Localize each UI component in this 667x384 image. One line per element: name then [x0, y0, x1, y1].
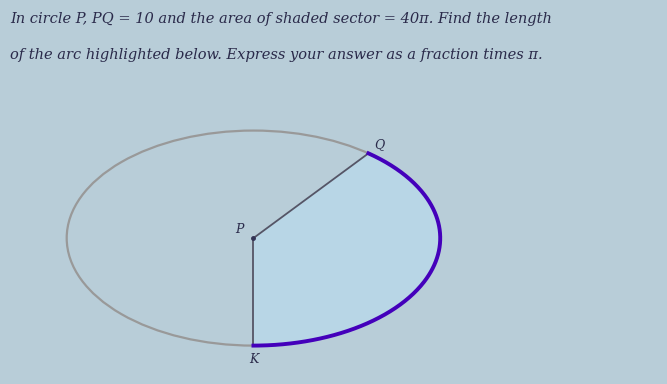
Text: Q: Q — [374, 138, 385, 151]
Text: In circle P, PQ = 10 and the area of shaded sector = 40π. Find the length: In circle P, PQ = 10 and the area of sha… — [10, 12, 552, 25]
Text: P: P — [235, 223, 244, 236]
Polygon shape — [253, 153, 440, 346]
Text: of the arc highlighted below. Express your answer as a fraction times π.: of the arc highlighted below. Express yo… — [10, 48, 543, 62]
Text: K: K — [249, 353, 258, 366]
